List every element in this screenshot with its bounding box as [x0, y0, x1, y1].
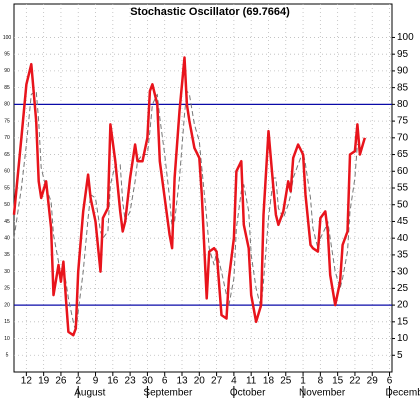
- x-tick-label: 19: [38, 376, 50, 387]
- x-tick-label: 25: [280, 376, 292, 387]
- x-tick-label: 9: [93, 376, 99, 387]
- y-tick-label-right: 50: [397, 199, 409, 210]
- y-tick-label-left: 90: [4, 68, 10, 74]
- y-tick-label-right: 5: [397, 350, 403, 361]
- y-tick-label-right: 80: [397, 99, 409, 110]
- y-tick-label-right: 55: [397, 183, 409, 194]
- y-tick-label-left: 75: [4, 118, 10, 124]
- y-tick-label-left: 25: [4, 286, 10, 292]
- y-tick-label-right: 25: [397, 283, 409, 294]
- x-tick-label: 20: [194, 376, 206, 387]
- month-label: October: [230, 388, 266, 399]
- y-tick-label-right: 90: [397, 66, 409, 77]
- y-tick-label-right: 20: [397, 300, 409, 311]
- month-label: November: [299, 388, 346, 399]
- y-tick-label-right: 65: [397, 149, 409, 160]
- x-tick-label: 16: [107, 376, 119, 387]
- y-tick-label-left: 5: [6, 353, 9, 359]
- x-tick-label: 6: [387, 376, 393, 387]
- y-tick-label-left: 60: [4, 169, 10, 175]
- x-tick-label: 13: [176, 376, 188, 387]
- x-tick-label: 2: [75, 376, 81, 387]
- series-line: [13, 90, 360, 333]
- x-tick-label: 1: [300, 376, 306, 387]
- series-line: [12, 56, 366, 337]
- y-tick-label-right: 75: [397, 116, 409, 127]
- y-tick-label-left: 50: [4, 202, 10, 208]
- y-tick-label-right: 10: [397, 333, 409, 344]
- y-tick-label-right: 95: [397, 49, 409, 60]
- y-tick-label-left: 65: [4, 152, 10, 158]
- x-tick-label: 27: [211, 376, 223, 387]
- y-tick-label-left: 85: [4, 85, 10, 91]
- x-tick-label: 30: [142, 376, 154, 387]
- x-tick-label: 26: [55, 376, 67, 387]
- y-tick-label-left: 55: [4, 185, 10, 191]
- x-tick-label: 15: [332, 376, 344, 387]
- x-tick-label: 12: [21, 376, 33, 387]
- y-tick-label-left: 40: [4, 236, 10, 242]
- y-tick-label-left: 95: [4, 52, 10, 58]
- y-tick-label-right: 40: [397, 233, 409, 244]
- x-tick-label: 18: [263, 376, 275, 387]
- y-tick-label-left: 20: [4, 302, 10, 308]
- month-label: August: [74, 388, 105, 399]
- x-tick-label: 22: [349, 376, 361, 387]
- y-tick-label-right: 35: [397, 250, 409, 261]
- x-tick-label: 29: [367, 376, 379, 387]
- y-tick-label-right: 70: [397, 132, 409, 143]
- y-tick-label-left: 10: [4, 336, 10, 342]
- y-tick-label-left: 100: [3, 35, 12, 41]
- y-tick-label-right: 30: [397, 266, 409, 277]
- x-tick-label: 23: [125, 376, 137, 387]
- y-tick-label-left: 70: [4, 135, 10, 141]
- y-tick-label-right: 15: [397, 316, 409, 327]
- month-label: September: [143, 388, 193, 399]
- month-label: December: [386, 388, 420, 399]
- y-tick-label-left: 15: [4, 319, 10, 325]
- y-tick-label-left: 35: [4, 252, 10, 258]
- chart-title: Stochastic Oscillator (69.7664): [130, 6, 290, 18]
- x-tick-label: 8: [318, 376, 324, 387]
- y-tick-label-left: 80: [4, 102, 10, 108]
- y-tick-label-right: 60: [397, 166, 409, 177]
- y-tick-label-right: 45: [397, 216, 409, 227]
- x-tick-label: 11: [246, 376, 257, 387]
- y-tick-label-left: 30: [4, 269, 10, 275]
- y-tick-label-left: 45: [4, 219, 10, 225]
- x-tick-label: 6: [162, 376, 168, 387]
- y-tick-label-right: 85: [397, 82, 409, 93]
- x-tick-label: 4: [231, 376, 237, 387]
- y-tick-label-right: 100: [397, 32, 414, 43]
